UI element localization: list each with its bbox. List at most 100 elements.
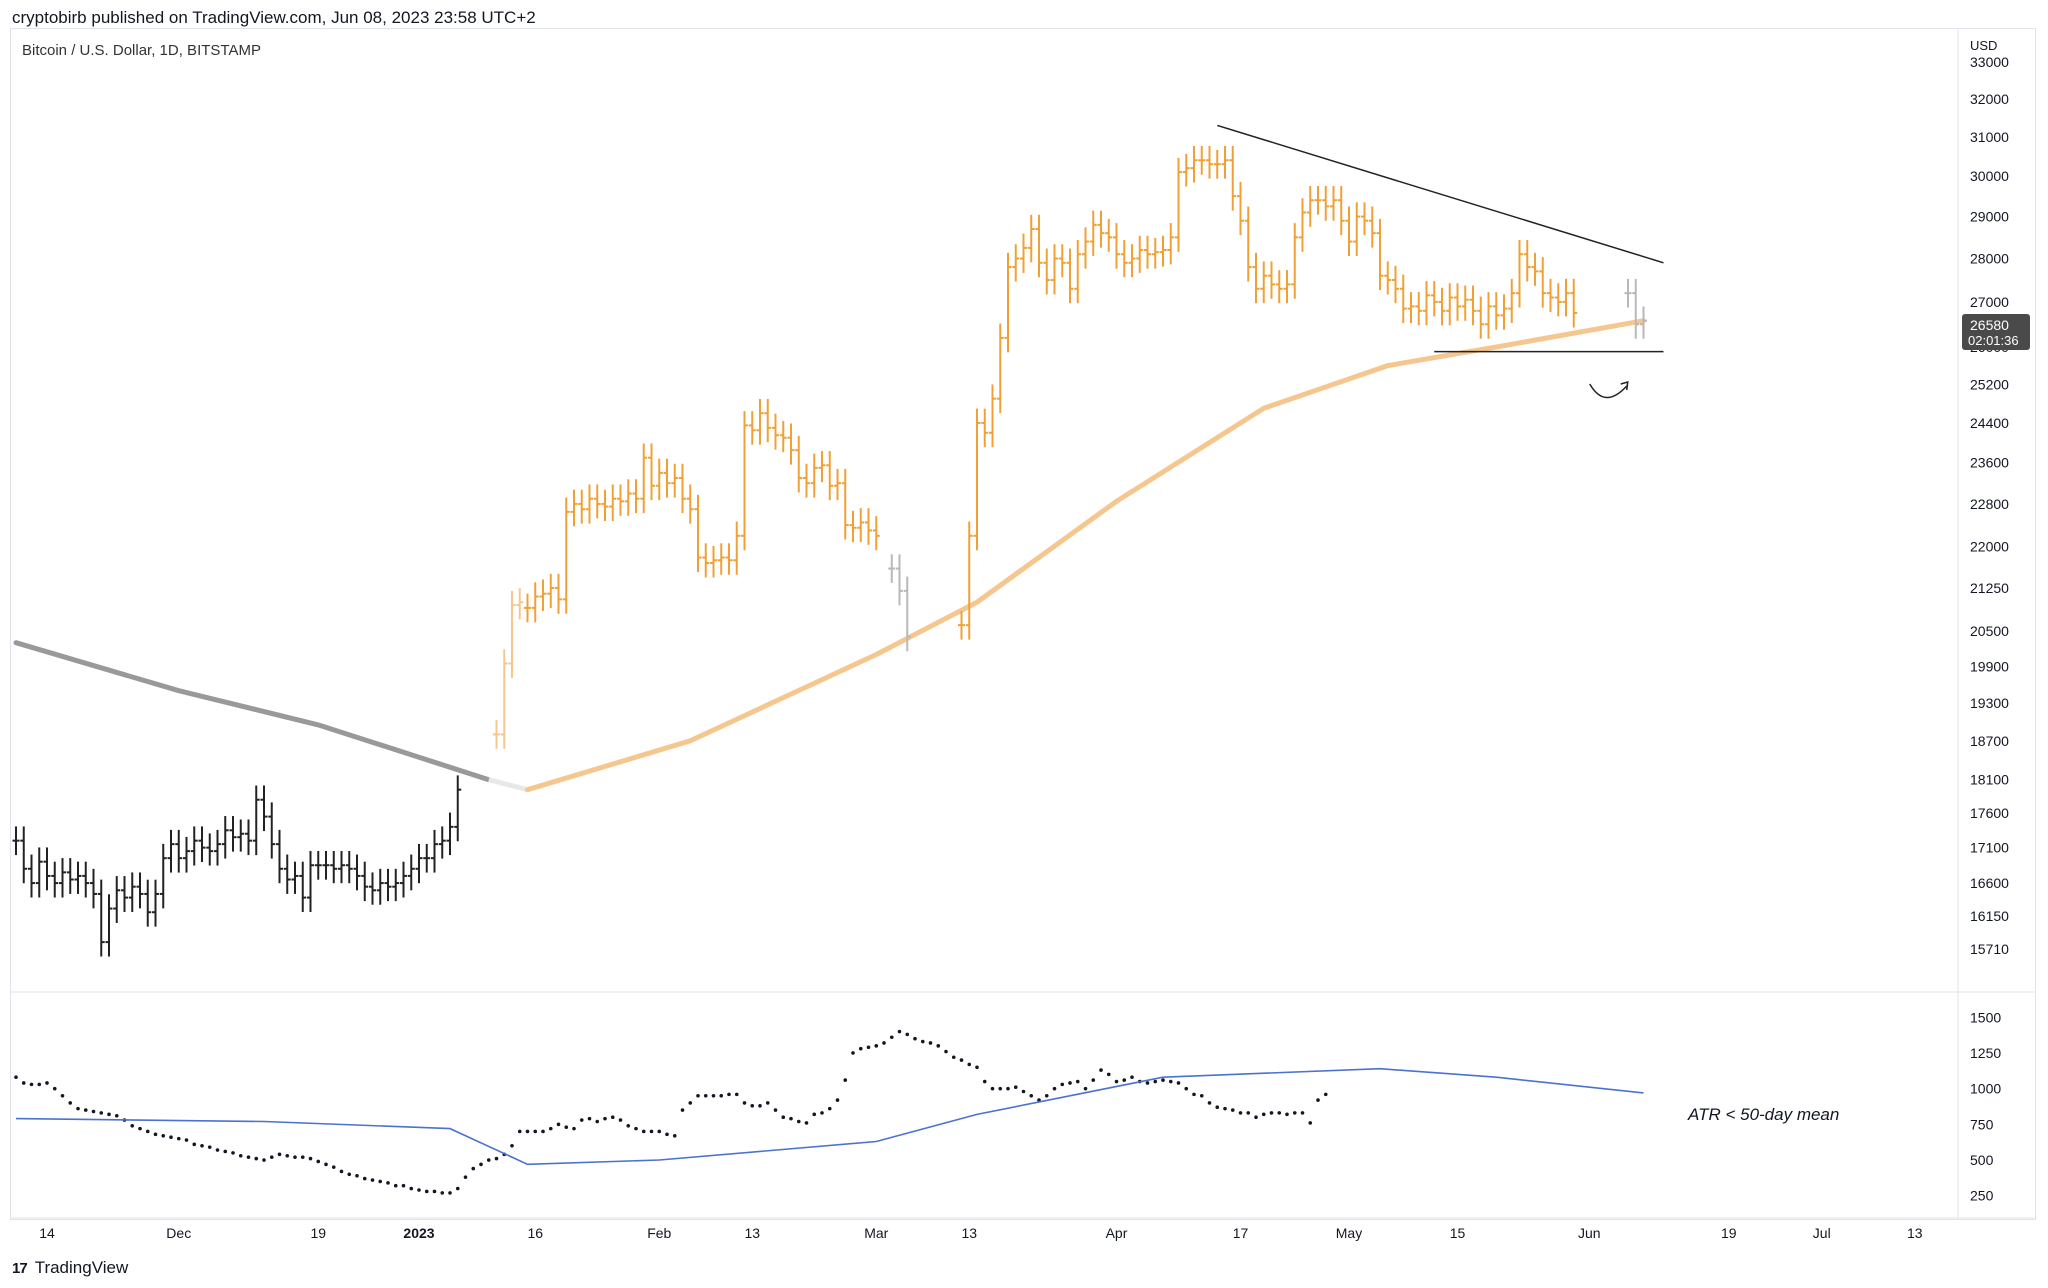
price-bar	[1516, 239, 1523, 308]
price-bar	[1027, 214, 1035, 263]
price-tick: 19900	[1970, 658, 2009, 674]
atr-dot	[804, 1121, 809, 1125]
price-bar	[1051, 244, 1058, 295]
price-bar	[376, 868, 384, 905]
price-bar	[1345, 206, 1353, 256]
atr-dot	[572, 1126, 576, 1131]
price-bar	[640, 443, 648, 514]
tradingview-brand: TradingView	[34, 1258, 129, 1277]
price-bar	[779, 420, 787, 453]
atr-dot	[820, 1111, 824, 1115]
atr-dot	[750, 1103, 755, 1108]
atr-dot	[734, 1092, 739, 1097]
atr-dot	[52, 1086, 57, 1091]
atr-dot	[975, 1065, 979, 1070]
price-bar	[345, 850, 353, 884]
price-bar	[1384, 261, 1392, 295]
price-tick: 33000	[1970, 54, 2009, 70]
price-bars	[12, 146, 1647, 957]
price-tick: 21250	[1970, 580, 2009, 596]
last-price-label: 26580 02:01:36	[1962, 314, 2030, 350]
price-bar	[562, 497, 570, 614]
atr-dot	[440, 1191, 445, 1195]
price-bar	[686, 484, 694, 524]
price-bar	[1454, 283, 1461, 321]
price-bar	[865, 508, 872, 545]
price-bar	[152, 879, 159, 927]
atr-dot	[587, 1116, 592, 1121]
price-bar	[268, 802, 276, 859]
price-bar	[97, 879, 105, 957]
price-bar	[446, 812, 454, 856]
atr-dot	[161, 1133, 166, 1138]
price-bar	[35, 847, 43, 898]
atr-dot	[130, 1123, 135, 1128]
time-tick: 19	[1721, 1225, 1737, 1241]
atr-dot	[463, 1175, 468, 1179]
atr-dot	[634, 1126, 638, 1131]
atr-dot	[1308, 1121, 1313, 1125]
atr-dot	[680, 1108, 685, 1112]
atr-dot	[300, 1155, 305, 1159]
price-bar	[361, 861, 369, 902]
atr-dot	[76, 1106, 80, 1111]
price-bar	[1252, 252, 1260, 304]
atr-dot	[789, 1116, 793, 1121]
price-bar	[539, 579, 547, 611]
atr-dot	[169, 1135, 173, 1139]
atr-dot	[114, 1113, 119, 1118]
trend-lines	[1217, 124, 1664, 399]
price-bar	[1368, 206, 1376, 248]
price-tick: 24400	[1970, 415, 2009, 431]
price-bar	[764, 398, 772, 443]
atr-dot	[107, 1112, 111, 1117]
price-bar	[454, 775, 462, 842]
price-bar	[1361, 202, 1368, 236]
atr-dot	[293, 1155, 297, 1159]
atr-dot	[882, 1041, 886, 1045]
atr-dot	[905, 1032, 910, 1037]
atr-dot	[269, 1155, 274, 1159]
atr-dot	[1006, 1086, 1010, 1091]
price-bar	[679, 463, 686, 514]
price-bar	[903, 576, 911, 652]
atr-dot	[331, 1165, 336, 1169]
time-axis[interactable]: 14 Dec 19 2023 16 Feb 13 Mar 13 Apr 17 May 15 Jun 19 Ju…	[39, 1225, 1923, 1241]
atr-dot	[1044, 1093, 1049, 1098]
time-tick: 13	[961, 1225, 977, 1241]
price-bar	[1407, 292, 1415, 324]
atr-dot	[696, 1093, 700, 1098]
price-bar	[1004, 252, 1012, 353]
atr-dot	[944, 1049, 948, 1054]
atr-axis[interactable]: 1500 1250 1000 750 500 250	[1970, 1009, 2001, 1203]
bounce-arrow	[1589, 383, 1628, 399]
price-bar	[1314, 185, 1322, 215]
price-bar	[190, 826, 198, 866]
atr-dot	[742, 1101, 747, 1105]
price-bar	[857, 508, 865, 543]
ma-line-below	[13, 640, 492, 783]
price-bar	[299, 861, 307, 912]
atr-dot	[83, 1108, 88, 1112]
price-bar	[1508, 278, 1516, 324]
price-bar	[810, 453, 818, 498]
price-bar	[66, 858, 74, 894]
price-bar	[1136, 235, 1144, 273]
price-tick: 20500	[1970, 623, 2009, 639]
price-bar	[717, 543, 725, 575]
price-bar	[1430, 281, 1438, 317]
price-bar	[128, 872, 136, 912]
price-bar	[20, 826, 28, 884]
price-bar	[593, 484, 601, 519]
price-bar	[175, 829, 183, 873]
price-bar	[1097, 210, 1105, 248]
atr-dot	[541, 1129, 545, 1134]
time-tick: Dec	[166, 1225, 191, 1241]
time-tick: 17	[1233, 1225, 1249, 1241]
atr-tick: 750	[1970, 1116, 1994, 1132]
atr-dot	[1029, 1093, 1034, 1098]
price-bar	[1299, 198, 1306, 252]
tradingview-footer[interactable]: 17 TradingView	[12, 1258, 128, 1278]
